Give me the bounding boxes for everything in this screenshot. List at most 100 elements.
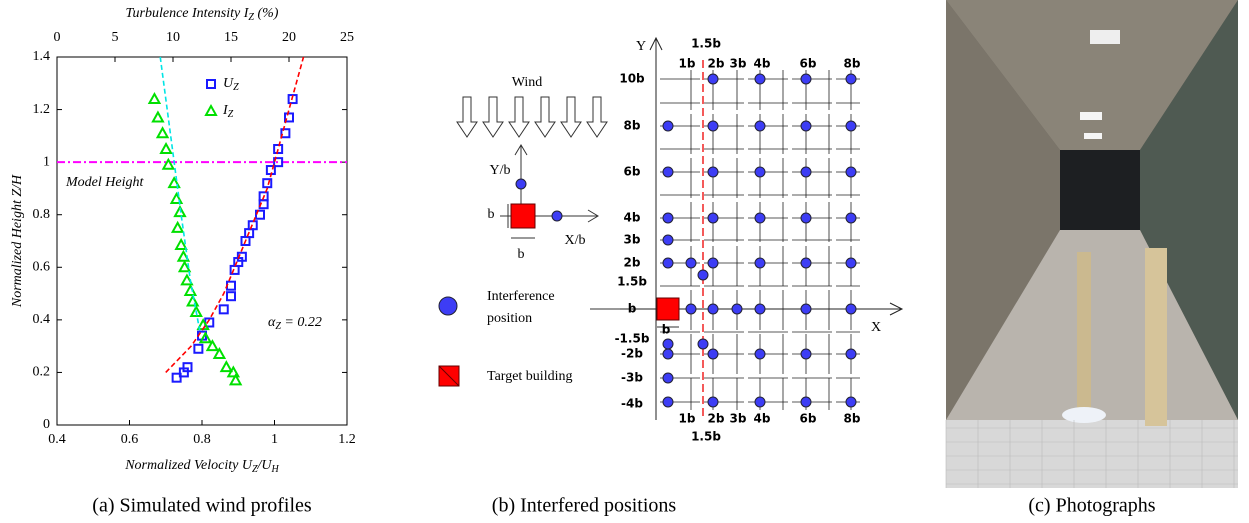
data-point — [219, 360, 234, 373]
data-point — [226, 365, 241, 378]
x2-tick-label: 0 — [54, 30, 61, 45]
row-label: b — [628, 302, 637, 316]
alpha-annotation-part: = 0.22 — [281, 315, 322, 330]
interference-dot — [707, 212, 719, 224]
legend-marker — [204, 103, 218, 116]
interference-dot — [754, 396, 766, 408]
target-building — [510, 203, 536, 229]
data-point — [258, 199, 269, 210]
interference-dot — [662, 338, 674, 350]
row-label: 3b — [624, 233, 641, 247]
photo-turntable — [946, 420, 1238, 488]
interference-dot — [707, 257, 719, 269]
data-point — [198, 331, 213, 344]
x2-axis-title-part: Z — [248, 12, 254, 23]
data-point — [180, 273, 194, 286]
interference-dot — [754, 166, 766, 178]
x2-tick-label: 25 — [340, 30, 354, 45]
legend-interference: Interference — [487, 289, 555, 304]
data-point — [174, 237, 188, 250]
data-point — [284, 112, 294, 123]
x-axis-title: Normalized Velocity UZ/UH — [124, 458, 279, 475]
photo-model — [1077, 252, 1091, 412]
bottom-label: 2b — [708, 412, 725, 426]
photo-right-wall — [1140, 0, 1238, 420]
interference-dot — [754, 73, 766, 85]
alpha-annotation: αZ = 0.22 — [268, 315, 322, 332]
row-label: 10b — [619, 72, 645, 86]
target-b-below: b — [662, 323, 671, 337]
interference-dot — [662, 120, 674, 132]
data-point — [177, 260, 192, 273]
alpha-annotation-part: α — [268, 315, 276, 330]
legend-target-label: Target building — [487, 369, 572, 384]
interference-dot — [685, 303, 697, 315]
y-tick-label: 0.4 — [33, 312, 51, 327]
legend-label-part: I — [222, 103, 229, 118]
wind-arrow — [586, 96, 608, 138]
photo-light — [1084, 133, 1102, 139]
x-axis-title-part: H — [271, 464, 280, 475]
x-axis-title-part: Normalized Velocity U — [124, 458, 253, 473]
x2-axis-title-part: Turbulence Intensity I — [126, 6, 250, 21]
y-tick-label: 0.6 — [33, 260, 51, 275]
interference-dot — [515, 178, 527, 190]
photo-ceiling — [946, 0, 1238, 150]
y-tick-label: 0.8 — [33, 207, 51, 222]
x2-tick-label: 10 — [166, 30, 180, 45]
b-below: b — [518, 247, 525, 262]
x-tick-label: 0.8 — [193, 432, 211, 447]
data-point — [193, 343, 204, 354]
x-axis-title-part: /U — [257, 458, 273, 473]
arrow-head — [889, 302, 904, 316]
x2-tick-label: 5 — [112, 30, 119, 45]
interference-dot — [800, 303, 812, 315]
caption: (c) Photographs — [1028, 495, 1155, 517]
x2-axis-title: Turbulence Intensity IZ (%) — [126, 6, 279, 23]
bottom-label: 8b — [844, 412, 861, 426]
top-label: 6b — [800, 57, 817, 71]
interference-dot — [662, 396, 674, 408]
interference-dot — [707, 348, 719, 360]
interference-dot — [707, 73, 719, 85]
legend-label-part: Z — [233, 82, 239, 93]
y-tick-label: 0 — [43, 417, 50, 432]
x-over-b: X/b — [565, 233, 586, 248]
bottom-label: 1.5b — [691, 430, 721, 444]
interference-dot — [551, 210, 563, 222]
panel-a: 0 0.2 0.4 0.6 0.8 1 1.2 1.4 0.4 0.6 0.8 1 1.2 0 5 10 15 2… — [10, 6, 356, 475]
interference-dot — [662, 212, 674, 224]
data-point — [155, 126, 170, 139]
arrow-head — [514, 144, 528, 156]
panel-b: Wind Y/b X/b b b Interference position Target b… — [438, 37, 904, 444]
photo-left-wall — [946, 0, 1060, 420]
wind-label: Wind — [512, 75, 543, 90]
row-label: 4b — [624, 211, 641, 225]
y-tick-label: 1.2 — [33, 102, 51, 117]
target-building — [656, 297, 680, 321]
data-point — [273, 144, 284, 154]
b-left: b — [488, 207, 495, 222]
interference-dot — [662, 372, 674, 384]
legend-marker — [206, 79, 216, 89]
interference-dot — [845, 212, 857, 224]
interference-dot — [731, 303, 743, 315]
interference-dot — [662, 348, 674, 360]
data-point — [218, 304, 229, 315]
interference-dot — [697, 269, 709, 281]
interference-dot — [707, 120, 719, 132]
y-axis-title: Normalized Height Z/H — [10, 174, 25, 308]
top-label: 3b — [730, 57, 747, 71]
data-point — [161, 157, 176, 170]
data-point — [178, 367, 189, 378]
interference-dot — [845, 396, 857, 408]
plot-frame — [56, 56, 348, 426]
interference-dot — [707, 396, 719, 408]
interference-dot — [800, 73, 812, 85]
row-label: 2b — [624, 256, 641, 270]
interference-dot — [662, 166, 674, 178]
model-height-label: Model Height — [65, 175, 144, 190]
legend-target-diag — [438, 365, 460, 387]
top-label: 1.5b — [691, 37, 721, 51]
